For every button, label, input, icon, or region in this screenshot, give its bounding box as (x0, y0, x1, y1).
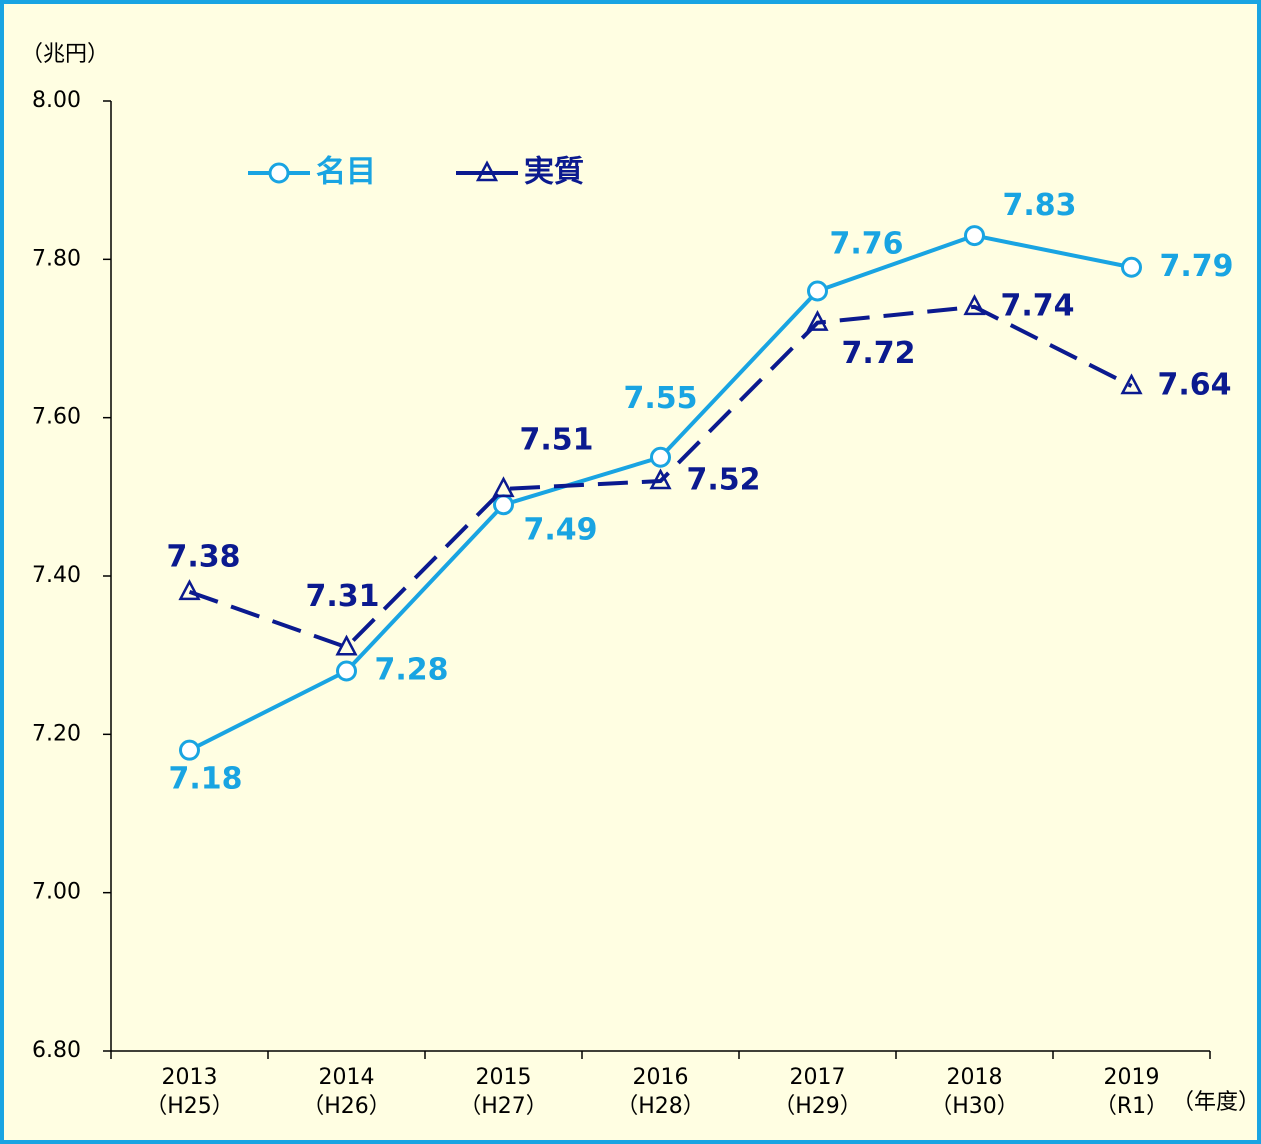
marker (336, 660, 357, 682)
x-tick-label: 2019 (1104, 1065, 1160, 1090)
x-tick-sublabel: （H26） (302, 1094, 391, 1119)
data-label: 7.64 (1158, 368, 1232, 403)
legend-label: 名目 (316, 155, 376, 190)
data-label: 7.72 (842, 336, 916, 371)
x-tick-label: 2014 (319, 1065, 375, 1090)
data-label: 7.76 (830, 227, 904, 262)
y-tick-label: 7.00 (32, 880, 81, 905)
data-label: 7.49 (524, 512, 598, 547)
legend-marker (475, 160, 499, 182)
data-label: 7.79 (1160, 249, 1234, 284)
legend-marker (268, 162, 290, 184)
marker (493, 494, 514, 516)
data-label: 7.55 (623, 381, 697, 416)
marker (964, 225, 985, 247)
data-label: 7.28 (375, 653, 449, 688)
x-tick-sublabel: （H30） (930, 1094, 1019, 1119)
marker (335, 634, 358, 656)
legend-label: 実質 (524, 155, 584, 190)
x-tick-sublabel: （H28） (616, 1094, 705, 1119)
y-tick-label: 7.20 (32, 721, 81, 746)
marker (178, 579, 201, 601)
y-unit: （兆円） (21, 42, 109, 67)
marker (1121, 256, 1142, 278)
x-tick-label: 2013 (162, 1065, 218, 1090)
marker (492, 476, 515, 498)
marker (650, 446, 671, 468)
data-label: 7.18 (168, 762, 242, 797)
data-label: 7.31 (305, 579, 379, 614)
marker (806, 309, 829, 331)
y-tick-label: 7.80 (32, 246, 81, 271)
data-label: 7.38 (166, 539, 240, 574)
data-label: 7.51 (520, 422, 594, 457)
x-tick-label: 2017 (790, 1065, 846, 1090)
marker (1120, 373, 1143, 395)
series-line (188, 304, 1133, 650)
y-tick-label: 6.80 (32, 1038, 81, 1063)
y-tick-label: 7.60 (32, 405, 81, 430)
x-tick-sublabel: （H29） (773, 1094, 862, 1119)
data-label: 7.52 (687, 463, 761, 498)
x-tick-label: 2018 (947, 1065, 1003, 1090)
marker (807, 280, 828, 302)
y-tick-label: 7.40 (32, 563, 81, 588)
marker (963, 294, 986, 316)
x-tick-label: 2016 (633, 1065, 689, 1090)
data-label: 7.74 (1001, 288, 1075, 323)
x-tick-label: 2015 (476, 1065, 532, 1090)
y-tick-label: 8.00 (32, 88, 81, 113)
x-tick-sublabel: （H27） (459, 1094, 548, 1119)
x-tick-sublabel: （H25） (145, 1094, 234, 1119)
x-unit: （年度） (1172, 1090, 1260, 1115)
marker (179, 739, 200, 761)
data-label: 7.83 (1003, 188, 1077, 223)
x-tick-sublabel: （R1） (1095, 1094, 1168, 1119)
marker (649, 468, 672, 490)
